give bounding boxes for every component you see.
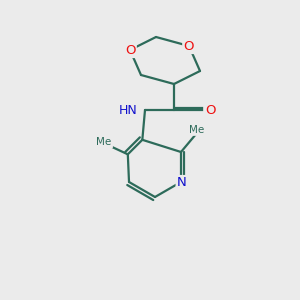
Text: O: O [125,44,135,56]
Text: O: O [184,40,194,52]
Text: HN: HN [118,103,137,116]
Text: Me: Me [189,124,204,135]
Text: N: N [177,176,187,190]
Text: O: O [205,103,215,116]
Text: Me: Me [96,137,112,147]
